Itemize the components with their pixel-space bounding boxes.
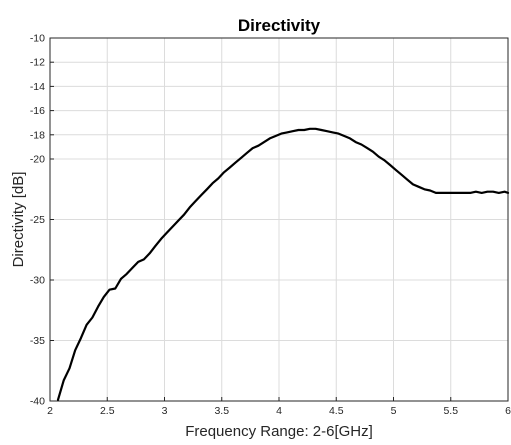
x-tick-label: 2 bbox=[47, 405, 53, 417]
x-tick-label: 6 bbox=[505, 405, 511, 417]
x-axis-label: Frequency Range: 2-6[GHz] bbox=[185, 423, 373, 440]
series-layer bbox=[56, 127, 510, 401]
x-tick-label: 2.5 bbox=[100, 405, 115, 417]
y-tick-label: -25 bbox=[30, 214, 45, 226]
x-tick-label: 3.5 bbox=[214, 405, 229, 417]
y-tick-label: -20 bbox=[30, 154, 45, 166]
y-tick-label: -35 bbox=[30, 335, 45, 347]
x-tick-label: 5.5 bbox=[443, 405, 458, 417]
directivity-series-line bbox=[56, 127, 510, 401]
chart-title: Directivity bbox=[238, 16, 321, 35]
x-tick-label: 5 bbox=[391, 405, 397, 417]
y-tick-label: -14 bbox=[30, 81, 45, 93]
axis-ticks: 2 2.5 3 3.5 4 4.5 5 5.5 6 -10 -12 -14 -16 -18 -20 -25 -3… bbox=[30, 33, 511, 418]
y-tick-label: -16 bbox=[30, 105, 45, 117]
y-tick-label: -12 bbox=[30, 57, 45, 69]
y-axis-label: Directivity [dB] bbox=[10, 172, 27, 268]
x-tick-label: 4.5 bbox=[329, 405, 344, 417]
x-tick-label: 3 bbox=[162, 405, 168, 417]
y-tick-label: -18 bbox=[30, 129, 45, 141]
y-tick-label: -40 bbox=[30, 396, 45, 408]
x-tick-label: 4 bbox=[276, 405, 282, 417]
y-tick-label: -30 bbox=[30, 275, 45, 287]
y-tick-label: -10 bbox=[30, 33, 45, 45]
